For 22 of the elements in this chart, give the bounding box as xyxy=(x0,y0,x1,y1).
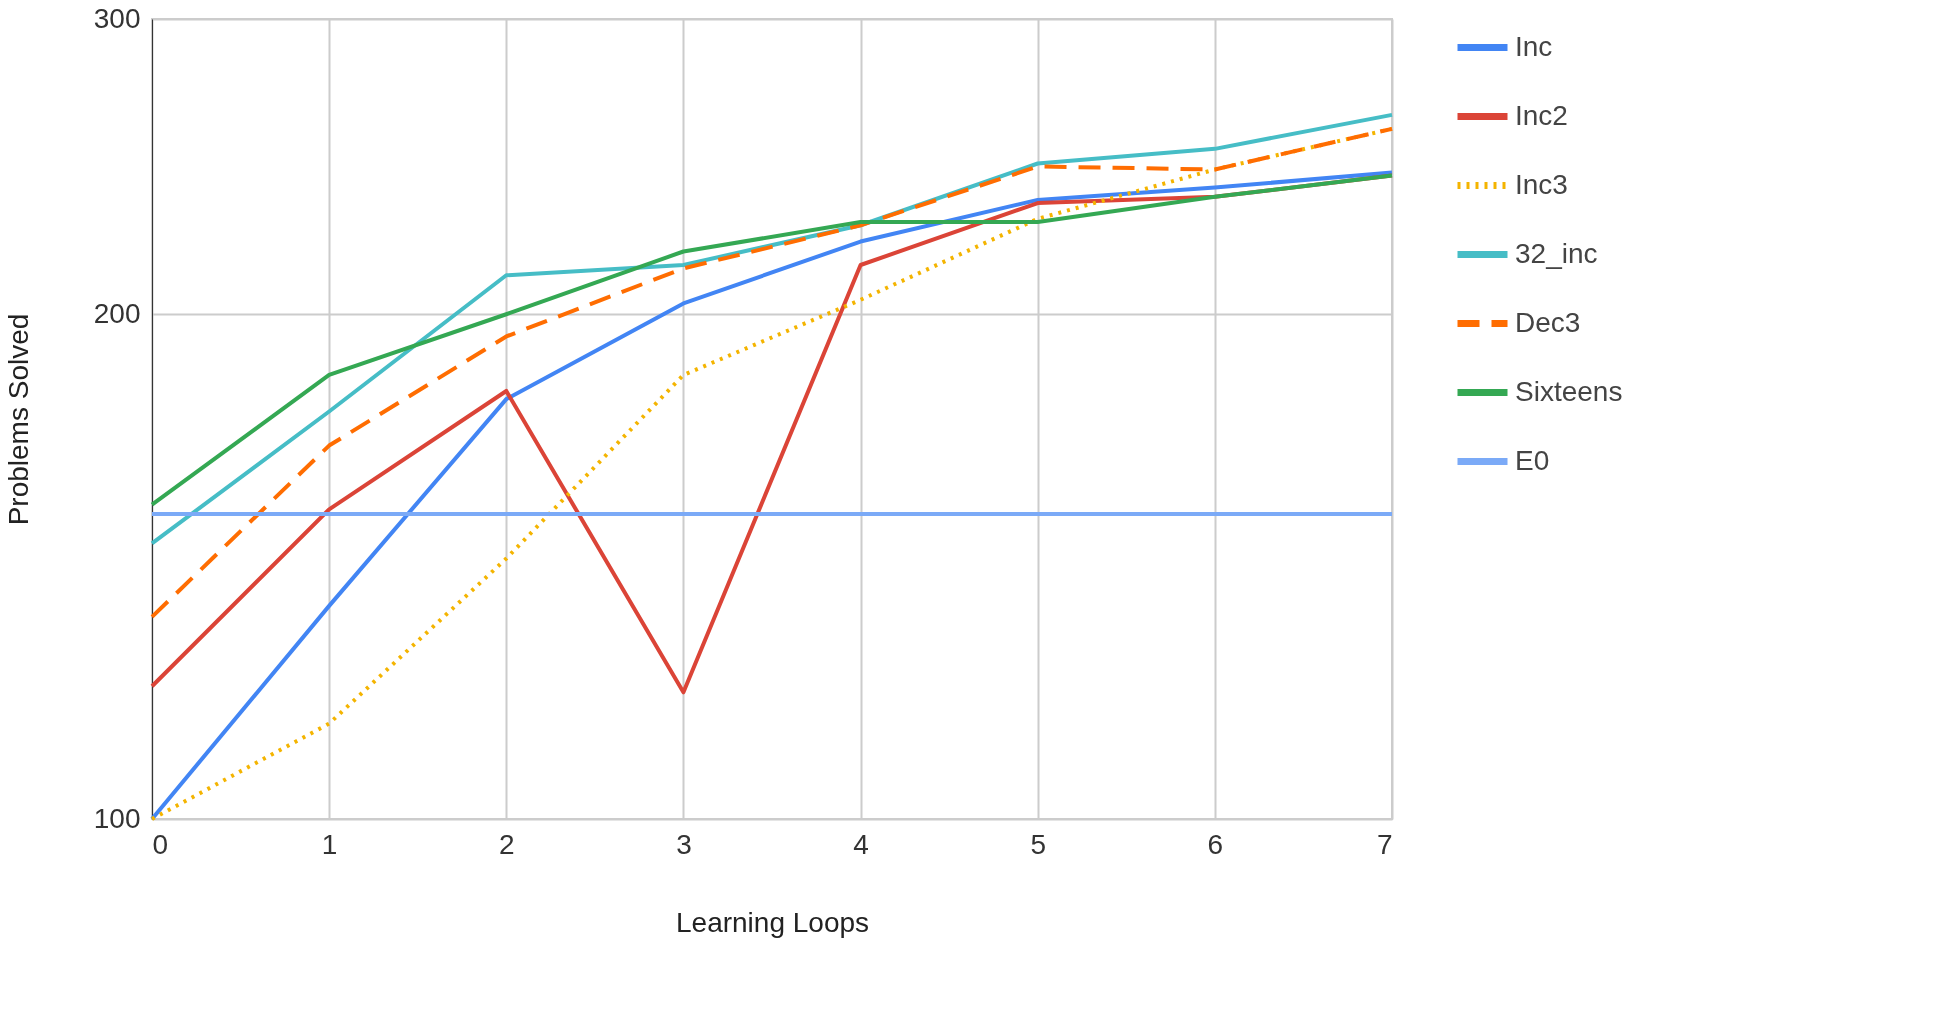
y-tick-label: 300 xyxy=(93,2,141,34)
x-tick-label: 0 xyxy=(152,828,169,860)
x-axis-title: Learning Loops xyxy=(675,906,870,938)
legend-label: E0 xyxy=(1515,444,1550,476)
x-tick-label: 3 xyxy=(676,828,692,860)
legend-label: Inc3 xyxy=(1515,168,1568,200)
x-tick-label: 5 xyxy=(1030,828,1046,860)
y-axis-title: Problems Solved xyxy=(2,313,34,526)
x-tick-label: 1 xyxy=(321,828,338,860)
legend-label: 32_inc xyxy=(1515,237,1598,269)
legend-label: Dec3 xyxy=(1515,306,1581,338)
y-tick-label: 100 xyxy=(93,802,141,834)
line-series xyxy=(150,173,1394,507)
legend-label: Sixteens xyxy=(1515,375,1623,407)
legend-label: Inc2 xyxy=(1515,99,1568,131)
x-tick-label: 2 xyxy=(499,828,515,860)
x-tick-label: 7 xyxy=(1376,828,1393,860)
line-series xyxy=(150,126,1394,619)
legend-label: Inc xyxy=(1515,30,1553,62)
y-tick-label: 200 xyxy=(93,297,141,329)
x-tick-label: 6 xyxy=(1207,828,1224,860)
x-tick-label: 4 xyxy=(853,828,869,860)
